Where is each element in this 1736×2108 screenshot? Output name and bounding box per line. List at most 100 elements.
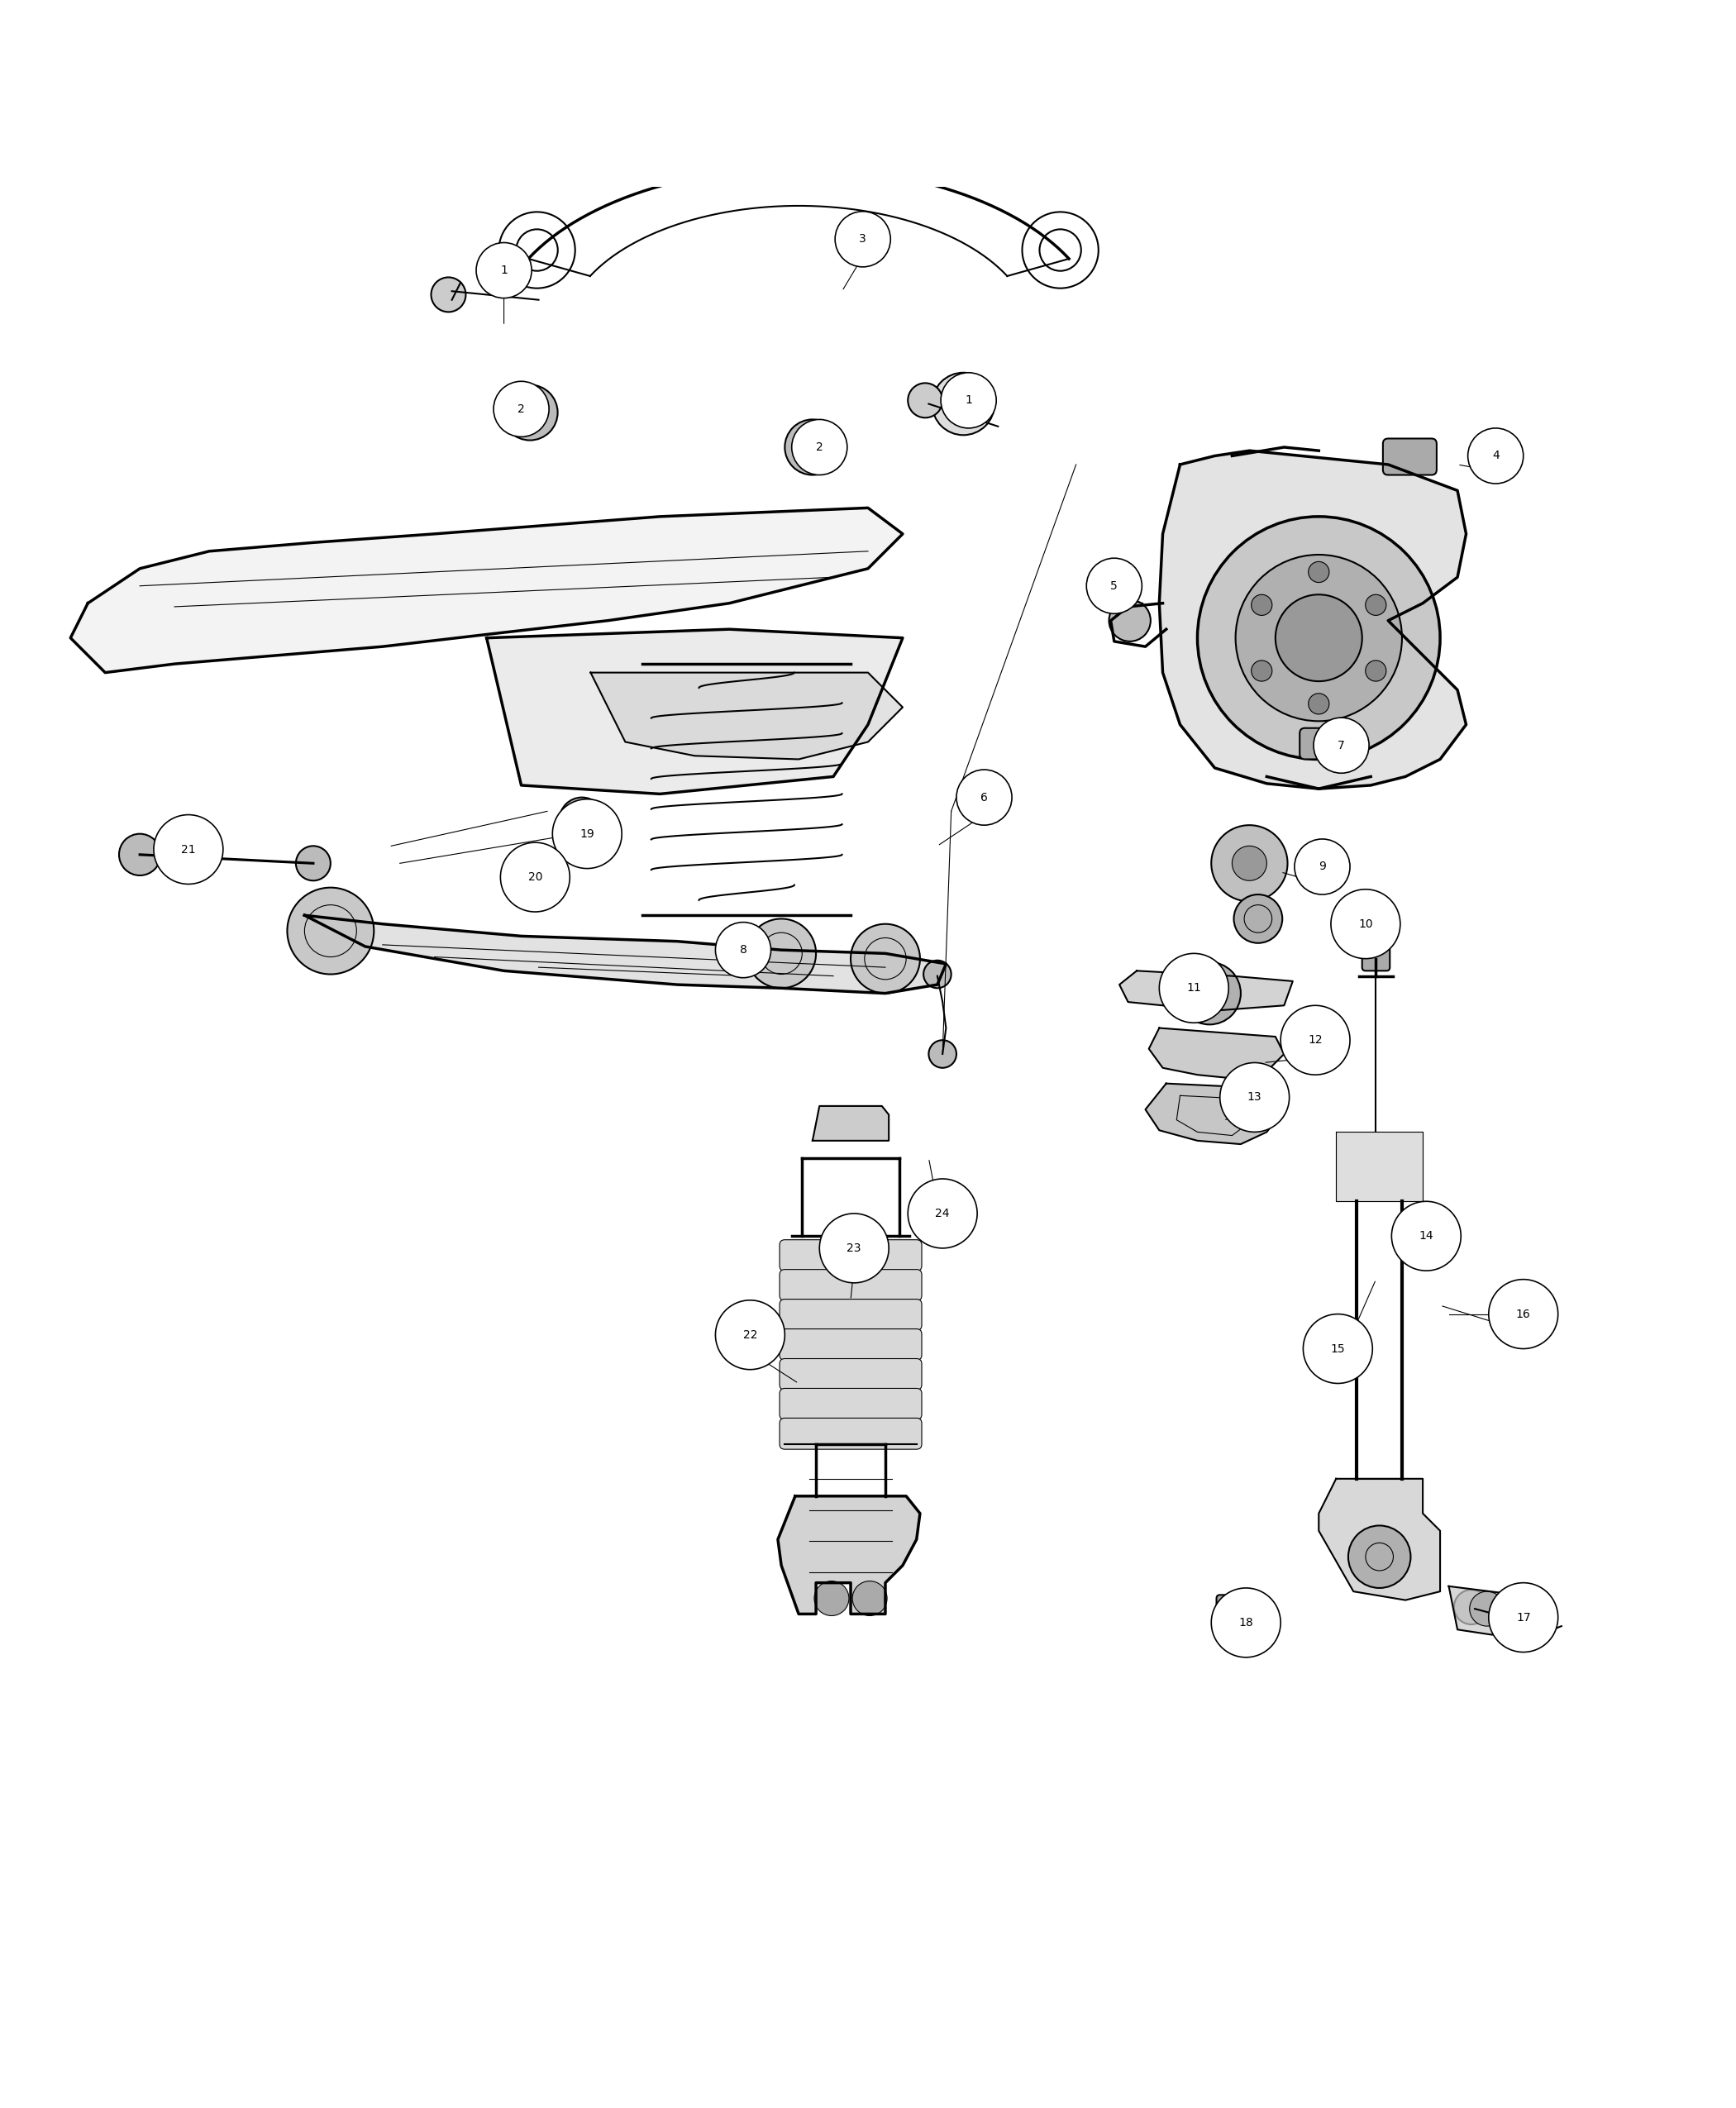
Circle shape bbox=[1212, 1587, 1281, 1657]
Circle shape bbox=[1349, 1526, 1411, 1587]
Text: 19: 19 bbox=[580, 828, 594, 839]
Text: 3: 3 bbox=[859, 234, 866, 245]
Circle shape bbox=[908, 1178, 977, 1248]
Text: 2: 2 bbox=[816, 441, 823, 453]
Polygon shape bbox=[1450, 1585, 1526, 1636]
Text: 1: 1 bbox=[965, 394, 972, 407]
Circle shape bbox=[1489, 1583, 1557, 1653]
Circle shape bbox=[1212, 824, 1288, 902]
Text: 20: 20 bbox=[528, 871, 542, 883]
Circle shape bbox=[1366, 660, 1387, 681]
Circle shape bbox=[814, 1581, 849, 1615]
FancyBboxPatch shape bbox=[779, 1389, 922, 1419]
Circle shape bbox=[1332, 890, 1401, 959]
Circle shape bbox=[559, 797, 604, 843]
Circle shape bbox=[785, 419, 840, 474]
Polygon shape bbox=[486, 630, 903, 795]
Circle shape bbox=[1304, 1313, 1373, 1383]
FancyBboxPatch shape bbox=[779, 1360, 922, 1389]
Circle shape bbox=[1236, 554, 1403, 721]
Circle shape bbox=[1295, 839, 1351, 894]
Circle shape bbox=[1160, 953, 1229, 1022]
Circle shape bbox=[929, 1039, 957, 1069]
Circle shape bbox=[1470, 1592, 1505, 1625]
Circle shape bbox=[851, 923, 920, 993]
Polygon shape bbox=[590, 672, 903, 759]
Circle shape bbox=[746, 919, 816, 989]
Text: 11: 11 bbox=[1187, 982, 1201, 993]
Circle shape bbox=[1252, 594, 1272, 616]
Circle shape bbox=[908, 384, 943, 417]
Circle shape bbox=[1489, 1280, 1557, 1349]
Polygon shape bbox=[812, 1107, 889, 1140]
Circle shape bbox=[155, 816, 222, 883]
Text: 24: 24 bbox=[936, 1208, 950, 1218]
FancyBboxPatch shape bbox=[1384, 438, 1437, 474]
Circle shape bbox=[476, 242, 531, 297]
Circle shape bbox=[715, 1301, 785, 1370]
Circle shape bbox=[286, 887, 373, 974]
Circle shape bbox=[1309, 561, 1330, 582]
Circle shape bbox=[946, 386, 981, 422]
Circle shape bbox=[835, 211, 891, 268]
Circle shape bbox=[957, 769, 1012, 824]
Circle shape bbox=[715, 921, 771, 978]
Text: 2: 2 bbox=[517, 403, 524, 415]
Text: 22: 22 bbox=[743, 1328, 757, 1341]
Polygon shape bbox=[1146, 1084, 1285, 1145]
Text: 17: 17 bbox=[1516, 1613, 1531, 1623]
Circle shape bbox=[1179, 961, 1241, 1024]
Polygon shape bbox=[778, 1497, 920, 1615]
Circle shape bbox=[295, 845, 330, 881]
Circle shape bbox=[1234, 894, 1283, 942]
Text: 16: 16 bbox=[1516, 1309, 1531, 1320]
FancyBboxPatch shape bbox=[779, 1269, 922, 1301]
Text: 15: 15 bbox=[1330, 1343, 1345, 1355]
Circle shape bbox=[1392, 1202, 1462, 1271]
Circle shape bbox=[932, 373, 995, 434]
Polygon shape bbox=[1337, 1132, 1424, 1202]
Circle shape bbox=[1252, 660, 1272, 681]
Circle shape bbox=[1087, 559, 1142, 613]
Circle shape bbox=[1109, 601, 1151, 641]
Circle shape bbox=[792, 419, 847, 474]
Text: 7: 7 bbox=[1338, 740, 1345, 750]
Circle shape bbox=[1220, 1062, 1290, 1132]
Circle shape bbox=[1233, 845, 1267, 881]
Text: 6: 6 bbox=[981, 793, 988, 803]
Text: 4: 4 bbox=[1491, 451, 1500, 462]
Circle shape bbox=[1314, 717, 1370, 774]
FancyBboxPatch shape bbox=[779, 1299, 922, 1330]
FancyBboxPatch shape bbox=[779, 1240, 922, 1271]
Circle shape bbox=[1469, 428, 1524, 483]
FancyBboxPatch shape bbox=[1217, 1596, 1262, 1625]
Polygon shape bbox=[71, 508, 903, 672]
Circle shape bbox=[1455, 1589, 1489, 1625]
Circle shape bbox=[552, 799, 621, 868]
Circle shape bbox=[500, 843, 569, 913]
Text: 1: 1 bbox=[500, 266, 507, 276]
Text: 5: 5 bbox=[1111, 580, 1118, 592]
Circle shape bbox=[924, 961, 951, 989]
FancyBboxPatch shape bbox=[779, 1419, 922, 1450]
Text: 8: 8 bbox=[740, 944, 746, 955]
Polygon shape bbox=[1319, 1478, 1441, 1600]
Polygon shape bbox=[304, 915, 946, 993]
Circle shape bbox=[431, 278, 465, 312]
Text: 21: 21 bbox=[181, 843, 196, 856]
Polygon shape bbox=[1160, 451, 1467, 788]
Circle shape bbox=[493, 382, 549, 436]
Polygon shape bbox=[1149, 1029, 1285, 1079]
Circle shape bbox=[1366, 594, 1387, 616]
Circle shape bbox=[120, 835, 161, 875]
Text: 23: 23 bbox=[847, 1242, 861, 1254]
Polygon shape bbox=[1120, 972, 1293, 1010]
Circle shape bbox=[502, 386, 557, 441]
Circle shape bbox=[1276, 594, 1363, 681]
Circle shape bbox=[852, 1581, 887, 1615]
Circle shape bbox=[819, 1214, 889, 1284]
Text: 12: 12 bbox=[1307, 1035, 1323, 1046]
Circle shape bbox=[941, 373, 996, 428]
FancyBboxPatch shape bbox=[1300, 727, 1349, 759]
Text: 13: 13 bbox=[1248, 1092, 1262, 1102]
